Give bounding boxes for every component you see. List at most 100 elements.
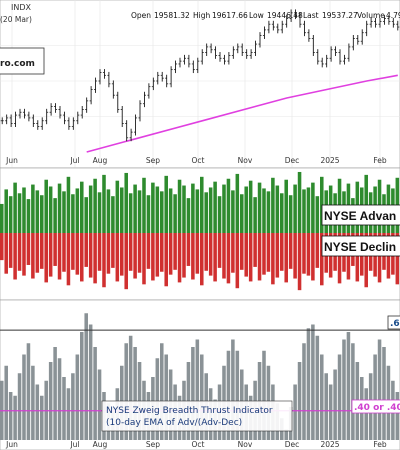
advance-bar-16 <box>71 194 75 233</box>
breadth-xtick-4: Oct <box>192 440 205 449</box>
ohlc-bar-48 <box>214 46 218 59</box>
advance-bar-61 <box>271 177 275 233</box>
advance-bar-7 <box>31 184 35 233</box>
breadth-bar-43 <box>191 347 195 440</box>
decline-bar-63 <box>280 233 284 271</box>
decline-bar-22 <box>97 233 102 271</box>
breadth-bar-12 <box>53 347 57 440</box>
price-panel-frame <box>0 0 400 169</box>
ohlc-bar-72 <box>320 57 324 68</box>
watermark-text: ro.com <box>0 59 35 69</box>
price-xtick-3: Sep <box>146 156 160 165</box>
advance-bar-36 <box>160 191 164 233</box>
advance-bar-59 <box>262 188 266 233</box>
ohlc-bar-17 <box>76 111 80 125</box>
decline-bar-65 <box>288 233 293 269</box>
advance-bar-67 <box>297 171 302 233</box>
ohlc-bar-74 <box>329 46 333 62</box>
advance-bar-40 <box>177 179 182 233</box>
advance-bar-15 <box>66 176 71 233</box>
ohlc-bar-19 <box>85 97 89 113</box>
advance-bar-11 <box>48 186 53 233</box>
ohlc-bar-57 <box>254 40 258 57</box>
decline-bar-6 <box>26 233 31 265</box>
moving-average-line <box>86 74 398 153</box>
advance-bar-29 <box>128 193 133 233</box>
decline-bar-25 <box>111 233 115 268</box>
advance-bar-65 <box>288 195 293 233</box>
decline-bar-11 <box>48 233 53 277</box>
advance-bar-49 <box>217 196 222 233</box>
low-value: 19446.48 <box>267 11 303 20</box>
price-xtick-2: Aug <box>93 156 108 165</box>
ohlc-bar-21 <box>94 77 98 93</box>
advance-bar-58 <box>257 182 262 233</box>
advance-bar-2 <box>8 196 13 233</box>
ohlc-bar-38 <box>169 66 173 88</box>
advance-bar-23 <box>102 174 106 233</box>
price-xtick-7: 2025 <box>320 156 339 165</box>
volume-label: Volume <box>357 11 385 20</box>
decline-bar-34 <box>151 233 155 281</box>
decline-bar-32 <box>142 233 146 285</box>
price-x-ticks: Jun Jul Aug Sep Oct Nov Dec 2025 Feb <box>5 156 387 165</box>
breadth-bar-64 <box>284 429 288 440</box>
ohlc-bar-25 <box>111 80 115 99</box>
decline-bar-16 <box>71 233 75 270</box>
advance-bar-28 <box>124 172 128 233</box>
advance-bar-20 <box>88 185 93 233</box>
advance-bar-82 <box>364 174 368 233</box>
breadth-bar-52 <box>231 339 235 440</box>
decline-bar-85 <box>377 233 382 283</box>
decline-bar-44 <box>195 233 200 274</box>
breadth-bar-79 <box>351 343 355 440</box>
ohlc-bar-16 <box>71 117 75 130</box>
declines-label-box <box>321 235 400 257</box>
decline-bar-14 <box>62 233 66 272</box>
decline-bar-42 <box>186 233 191 266</box>
decline-bar-57 <box>253 233 257 267</box>
breadth-xtick-1: Jul <box>69 440 79 449</box>
breadth-xtick-6: Dec <box>285 440 300 449</box>
decline-bar-3 <box>13 233 17 280</box>
advances-label: NYSE Advan <box>324 209 396 223</box>
advance-bar-57 <box>253 197 257 233</box>
decline-bar-29 <box>128 233 133 271</box>
advance-bar-55 <box>244 186 248 233</box>
decline-bar-66 <box>293 233 297 279</box>
advance-bar-52 <box>231 190 235 233</box>
ohlc-bar-14 <box>62 111 66 125</box>
advance-bar-8 <box>35 190 40 233</box>
watermark-box <box>0 47 45 75</box>
advance-bar-70 <box>311 182 315 233</box>
breadth-bar-86 <box>382 347 386 440</box>
upper-threshold-label: .6 <box>390 319 400 329</box>
breadth-bar-21 <box>93 347 97 440</box>
decline-bar-5 <box>22 233 26 276</box>
breadth-bar-19 <box>84 313 88 440</box>
ohlc-bar-86 <box>382 15 386 25</box>
ohlc-bar-78 <box>347 43 351 62</box>
decline-bar-70 <box>311 233 315 281</box>
breadth-bar-66 <box>293 384 297 440</box>
ohlc-bar-47 <box>209 43 213 54</box>
advance-bar-43 <box>191 183 195 233</box>
advance-bar-9 <box>40 195 44 233</box>
advance-bar-0 <box>0 203 4 233</box>
decline-bar-8 <box>35 233 40 273</box>
breadth-bar-30 <box>133 347 137 440</box>
ohlc-bar-9 <box>40 117 44 130</box>
breadth-bar-44 <box>195 339 200 440</box>
decline-bar-18 <box>80 233 84 282</box>
ohlc-bar-75 <box>334 46 338 57</box>
ohlc-bar-32 <box>142 91 146 108</box>
decline-bar-58 <box>257 233 262 281</box>
ohlc-bar-3 <box>14 111 18 128</box>
breadth-xtick-2: Aug <box>93 440 108 449</box>
ohlc-bar-87 <box>387 15 391 25</box>
ohlc-bar-84 <box>374 17 378 28</box>
decline-bar-53 <box>235 233 240 289</box>
ohlc-bar-46 <box>205 43 209 57</box>
ohlc-bar-27 <box>120 105 124 128</box>
